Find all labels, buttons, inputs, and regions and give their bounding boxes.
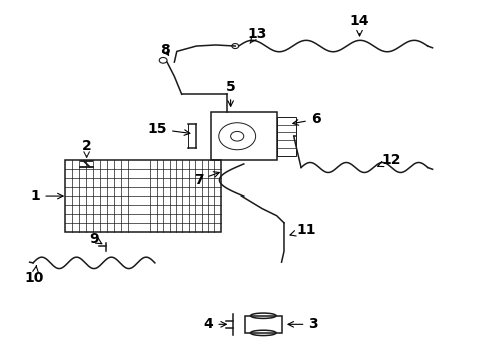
Text: 7: 7 [194, 172, 220, 187]
Bar [245, 316, 282, 333]
Text: 9: 9 [89, 232, 102, 246]
Text: 3: 3 [288, 317, 318, 331]
Text: 6: 6 [293, 112, 320, 126]
Text: 15: 15 [147, 122, 190, 136]
Text: 4: 4 [203, 317, 226, 331]
Text: 12: 12 [378, 153, 401, 167]
Text: 2: 2 [82, 139, 92, 157]
Bar [277, 117, 296, 156]
Text: 11: 11 [290, 223, 316, 237]
Text: 10: 10 [25, 266, 44, 285]
Text: 14: 14 [350, 14, 369, 36]
Bar [65, 160, 220, 232]
Text: 13: 13 [247, 27, 267, 43]
Text: 1: 1 [30, 189, 63, 203]
Text: 5: 5 [226, 80, 236, 106]
Text: 8: 8 [160, 42, 170, 57]
Bar [211, 112, 277, 160]
